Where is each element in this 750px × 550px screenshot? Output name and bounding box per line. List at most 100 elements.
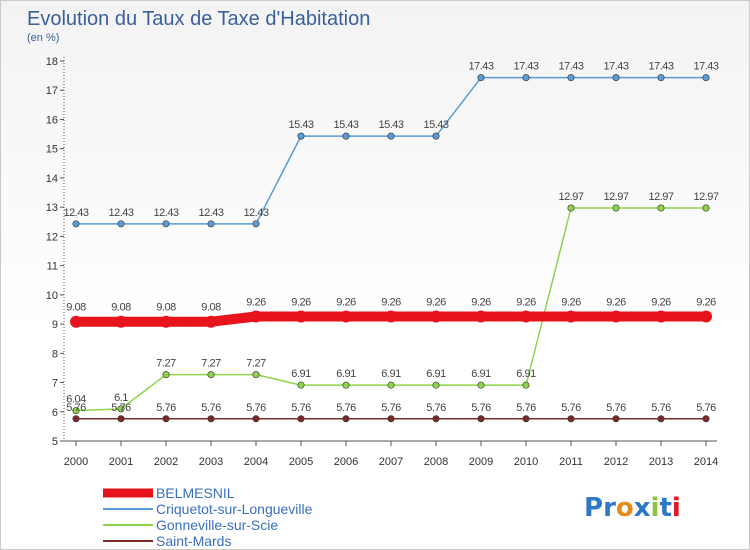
data-point <box>342 381 350 389</box>
data-label: 17.43 <box>603 61 628 73</box>
x-tick-label: 2013 <box>649 456 673 468</box>
data-label: 5.76 <box>651 402 671 414</box>
data-point <box>432 381 440 389</box>
x-tick-label: 2006 <box>334 456 358 468</box>
data-label: 15.43 <box>378 119 403 131</box>
data-label: 5.76 <box>606 402 626 414</box>
data-label: 9.26 <box>426 296 446 308</box>
x-tick-label: 2008 <box>424 456 448 468</box>
data-point <box>207 220 215 228</box>
chart-title: Evolution du Taux de Taxe d'Habitation <box>27 8 370 30</box>
data-point <box>295 310 307 323</box>
data-point <box>160 315 172 328</box>
data-point <box>162 371 170 379</box>
logo-letter: x <box>634 493 651 523</box>
data-point <box>522 74 530 82</box>
logo-letter: i <box>672 493 681 523</box>
data-point <box>477 74 485 82</box>
x-tick-label: 2005 <box>289 456 313 468</box>
proxiti-logo: Proxiti <box>584 493 681 523</box>
data-point <box>252 371 260 379</box>
data-label: 6.04 <box>66 394 86 406</box>
data-label: 15.43 <box>423 119 448 131</box>
data-point <box>297 132 305 140</box>
data-label: 5.76 <box>336 402 356 414</box>
data-label: 12.43 <box>63 207 88 219</box>
data-label: 6.91 <box>516 368 536 380</box>
logo-letter: i <box>651 493 660 523</box>
data-point <box>702 204 710 212</box>
data-point <box>522 381 530 389</box>
data-point <box>520 310 532 323</box>
data-label: 17.43 <box>468 61 493 73</box>
x-tick-label: 2001 <box>109 456 133 468</box>
data-point <box>342 415 350 423</box>
data-point <box>567 415 575 423</box>
data-label: 6.91 <box>381 368 401 380</box>
data-point <box>477 415 485 423</box>
legend-label: BELMESNIL <box>156 485 235 501</box>
data-point <box>522 415 530 423</box>
logo-letter: P <box>584 493 603 523</box>
data-point <box>297 415 305 423</box>
x-tick-label: 2000 <box>64 456 88 468</box>
data-point <box>207 415 215 423</box>
data-label: 5.76 <box>561 402 581 414</box>
data-point <box>612 415 620 423</box>
data-point <box>387 132 395 140</box>
legend: BELMESNILCriquetot-sur-LonguevilleGonnev… <box>103 485 313 549</box>
x-tick-label: 2007 <box>379 456 403 468</box>
data-label: 12.43 <box>198 207 223 219</box>
x-tick-label: 2004 <box>244 456 268 468</box>
data-label: 7.27 <box>156 358 176 370</box>
data-point <box>430 310 442 323</box>
series-points <box>70 74 712 423</box>
data-label: 9.08 <box>66 302 86 314</box>
data-label: 9.08 <box>201 302 221 314</box>
data-point <box>252 415 260 423</box>
y-tick-label: 10 <box>46 290 58 302</box>
data-label: 17.43 <box>513 61 538 73</box>
data-point <box>342 132 350 140</box>
data-label: 17.43 <box>558 61 583 73</box>
data-point <box>612 204 620 212</box>
data-point <box>475 310 487 323</box>
data-point <box>297 381 305 389</box>
data-label: 5.76 <box>291 402 311 414</box>
data-point <box>115 315 127 328</box>
data-point <box>117 220 125 228</box>
x-tick-label: 2012 <box>604 456 628 468</box>
y-tick-label: 15 <box>46 144 58 156</box>
data-point <box>702 415 710 423</box>
data-label: 6.91 <box>336 368 356 380</box>
data-point <box>702 74 710 82</box>
data-label: 5.76 <box>201 402 221 414</box>
x-tick-label: 2014 <box>694 456 718 468</box>
y-tick-label: 6 <box>52 407 58 419</box>
data-point <box>610 310 622 323</box>
data-label: 9.26 <box>471 296 491 308</box>
chart-subtitle: (en %) <box>27 32 59 44</box>
y-tick-label: 11 <box>47 261 58 273</box>
data-point <box>385 310 397 323</box>
logo-letter: t <box>659 493 671 523</box>
data-label: 7.27 <box>246 358 266 370</box>
logo-text: Proxiti <box>584 493 681 523</box>
data-label: 6.1 <box>114 392 128 404</box>
data-label: 7.27 <box>201 358 221 370</box>
data-label: 12.97 <box>603 191 628 203</box>
logo-letter: o <box>616 493 634 523</box>
data-label: 15.43 <box>288 119 313 131</box>
data-point <box>700 310 712 323</box>
x-tick-label: 2002 <box>154 456 178 468</box>
y-tick-label: 16 <box>46 114 58 126</box>
data-point <box>657 415 665 423</box>
y-tick-label: 9 <box>52 319 58 331</box>
data-point <box>117 415 125 423</box>
data-label: 15.43 <box>333 119 358 131</box>
data-point <box>72 415 80 423</box>
data-point <box>432 415 440 423</box>
legend-label: Saint-Mards <box>156 533 231 549</box>
